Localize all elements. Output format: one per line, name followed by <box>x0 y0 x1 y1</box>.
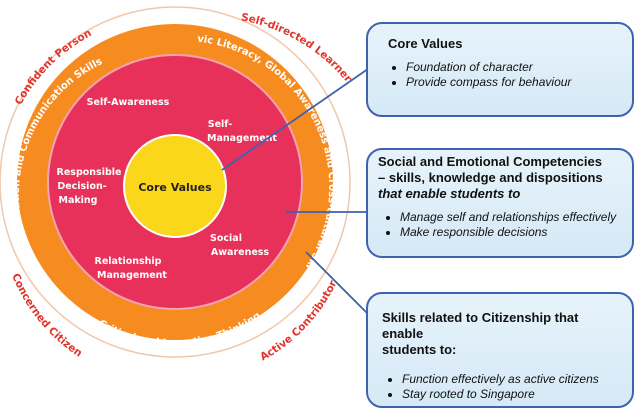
list-item: Function effectively as active citizens <box>402 372 622 387</box>
core-values-label: Core Values <box>138 181 212 194</box>
social-awareness-label-2: Awareness <box>211 247 270 258</box>
self-management-label-1: Self- <box>208 119 233 130</box>
core-values-callout-title: Core Values <box>388 36 463 51</box>
core-values-circle <box>123 134 227 238</box>
citizenship-list: Function effectively as active citizens … <box>382 372 622 402</box>
list-item: Manage self and relationships effectivel… <box>400 210 624 225</box>
citizenship-connector <box>305 251 369 315</box>
citizenship-callout-title: Skills related to Citizenship that enabl… <box>382 310 622 358</box>
sec-callout: Social and Emotional Competencies – skil… <box>366 148 634 258</box>
list-item: Foundation of character <box>406 60 620 75</box>
citizenship-title-line-1: Skills related to Citizenship that enabl… <box>382 310 579 341</box>
social-awareness-label-1: Social <box>210 233 242 244</box>
self-awareness-label: Self-Awareness <box>87 97 170 108</box>
sec-title-line-3: that enable students to <box>378 186 521 201</box>
sec-list: Manage self and relationships effectivel… <box>378 210 624 240</box>
sec-title-line-2: – skills, knowledge and dispositions <box>378 170 603 185</box>
citizenship-title-line-2: students to: <box>382 342 457 357</box>
core-values-connector <box>221 61 379 171</box>
sec-title-line-1: Social and Emotional Competencies <box>378 154 602 169</box>
list-item: Stay rooted to Singapore <box>402 387 622 402</box>
sec-callout-title: Social and Emotional Competencies – skil… <box>378 154 624 202</box>
responsible-label-1: Responsible <box>57 167 122 178</box>
core-values-list: Foundation of character Provide compass … <box>388 60 620 90</box>
responsible-label-3: Making <box>58 195 97 206</box>
self-management-label-2: Management <box>207 133 277 144</box>
relationship-label-1: Relationship <box>95 256 162 267</box>
list-item: Provide compass for behaviour <box>406 75 620 90</box>
responsible-label-2: Decision- <box>57 181 106 192</box>
list-item: Make responsible decisions <box>400 225 624 240</box>
citizenship-callout: Skills related to Citizenship that enabl… <box>366 292 634 408</box>
core-values-callout: Core Values Foundation of character Prov… <box>366 22 634 117</box>
relationship-label-2: Management <box>97 270 167 281</box>
